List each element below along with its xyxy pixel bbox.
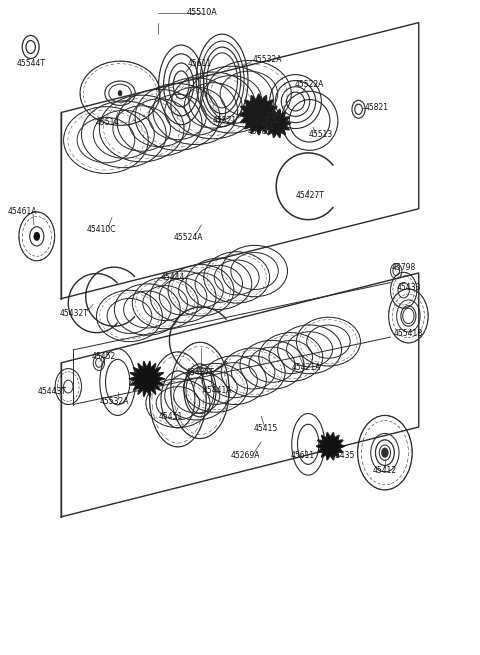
Text: 45461A: 45461A <box>8 208 37 216</box>
Text: 45522A: 45522A <box>295 81 324 89</box>
Text: 45510A: 45510A <box>187 9 218 18</box>
Text: 45541B: 45541B <box>394 329 423 339</box>
Polygon shape <box>316 432 345 460</box>
Text: 45524A: 45524A <box>173 233 203 242</box>
Text: 45427T: 45427T <box>186 368 215 377</box>
Polygon shape <box>239 94 278 135</box>
Text: 45415: 45415 <box>254 424 278 434</box>
Text: 45798: 45798 <box>392 263 416 272</box>
Text: 45532A: 45532A <box>99 397 129 406</box>
Text: 45544T: 45544T <box>16 58 45 67</box>
Polygon shape <box>263 109 291 138</box>
Circle shape <box>34 232 40 241</box>
Text: 45410C: 45410C <box>86 225 116 234</box>
Text: 45513: 45513 <box>309 130 333 140</box>
Text: 45435: 45435 <box>129 379 154 388</box>
Text: 45444: 45444 <box>161 273 185 282</box>
Text: 45412: 45412 <box>373 466 397 474</box>
Text: 45433: 45433 <box>396 283 420 292</box>
Circle shape <box>118 90 122 96</box>
Polygon shape <box>129 361 165 396</box>
Text: 45532A: 45532A <box>252 54 282 64</box>
Text: 45514: 45514 <box>95 118 120 126</box>
Text: 45421A: 45421A <box>292 363 322 372</box>
Text: 45385B: 45385B <box>248 127 277 136</box>
Text: 45441A: 45441A <box>203 386 232 395</box>
Text: 45427T: 45427T <box>295 191 324 200</box>
Circle shape <box>381 447 389 458</box>
Text: 45435: 45435 <box>330 451 355 460</box>
Text: 45611: 45611 <box>291 451 315 460</box>
Text: 45443T: 45443T <box>37 387 66 396</box>
Text: 45452: 45452 <box>92 352 116 361</box>
Text: 45269A: 45269A <box>231 451 260 460</box>
Text: 45451: 45451 <box>158 411 182 421</box>
Text: 45521: 45521 <box>213 116 237 124</box>
Text: 45611: 45611 <box>188 58 212 67</box>
Text: 45432T: 45432T <box>60 309 89 318</box>
Text: 45821: 45821 <box>364 103 388 113</box>
